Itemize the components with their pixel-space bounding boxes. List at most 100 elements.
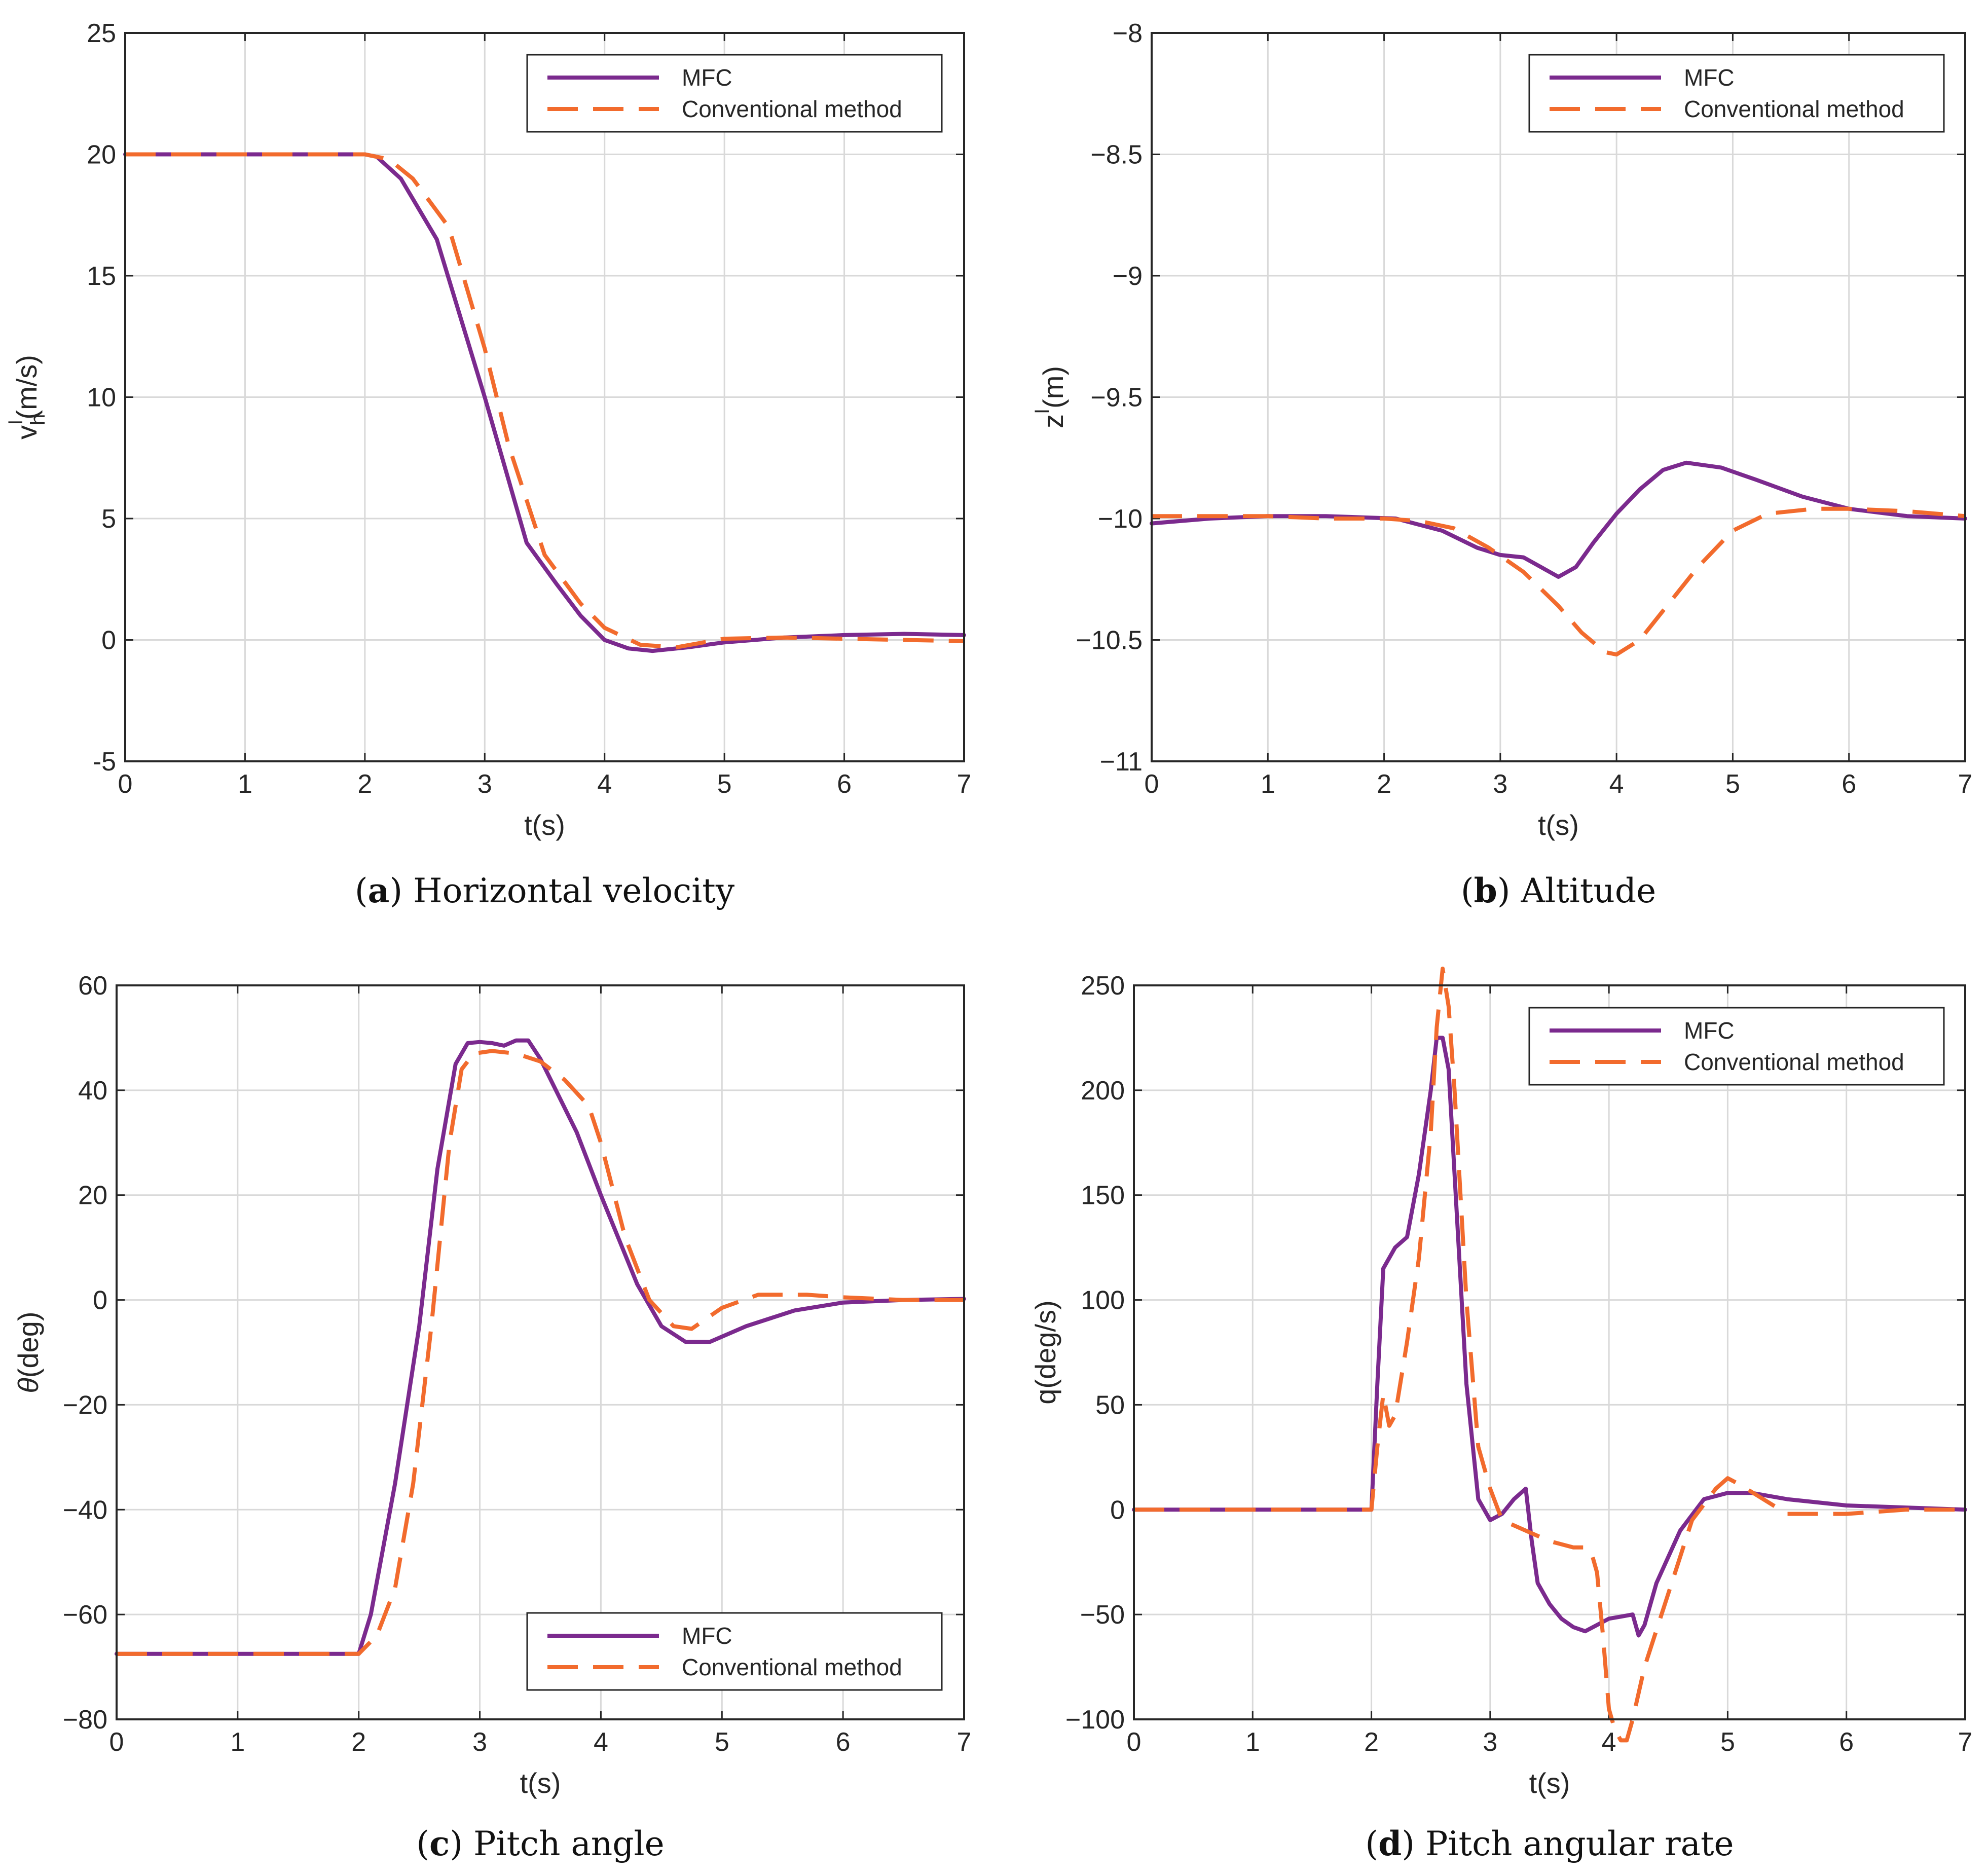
x-axis-label: t(s) — [1529, 1767, 1570, 1799]
x-tick-label: 0 — [109, 1727, 124, 1757]
x-tick-label: 3 — [472, 1727, 487, 1757]
x-tick-label: 7 — [957, 769, 972, 799]
legend-label: Conventional method — [1684, 96, 1904, 122]
y-tick-label: 0 — [93, 1286, 107, 1315]
y-tick-label: 5 — [101, 504, 116, 534]
y-axis-label-subscript: h — [27, 414, 49, 425]
x-tick-label: 6 — [1839, 1727, 1854, 1757]
caption-paren-open: ( — [1365, 1824, 1378, 1863]
caption-paren-open: ( — [355, 871, 368, 910]
y-tick-label: -5 — [93, 747, 116, 777]
y-tick-label: 250 — [1081, 971, 1125, 1001]
x-tick-label: 4 — [1602, 1727, 1616, 1757]
caption-paren-close: ) — [1497, 871, 1511, 910]
axes-frame — [1151, 32, 1966, 762]
y-tick-label: −40 — [63, 1495, 107, 1525]
legend-box — [526, 54, 943, 133]
y-axis-label-unit: (m/s) — [11, 355, 43, 420]
y-axis-label-unit: (deg) — [12, 1311, 44, 1378]
series-line-mfc — [1132, 1036, 1967, 1638]
x-axis-label: t(s) — [524, 809, 565, 841]
axes-frame — [116, 984, 965, 1720]
y-axis-label-unit: (deg/s) — [1029, 1300, 1061, 1388]
y-tick-label: −9.5 — [1090, 383, 1143, 413]
x-tick-label: 5 — [715, 1727, 729, 1757]
caption-letter: a — [368, 871, 390, 910]
x-tick-label: 7 — [1958, 1727, 1973, 1757]
x-tick-label: 6 — [1842, 769, 1856, 799]
axes-frame — [1133, 984, 1966, 1720]
x-tick-label: 3 — [1493, 769, 1507, 799]
x-axis-label: t(s) — [520, 1767, 561, 1799]
x-tick-label: 7 — [1958, 769, 1973, 799]
x-tick-label: 2 — [357, 769, 372, 799]
legend-label: MFC — [682, 64, 732, 91]
x-tick-label: 4 — [594, 1727, 608, 1757]
y-tick-label: 10 — [87, 383, 116, 413]
legend-label: Conventional method — [682, 96, 902, 122]
plot-area — [117, 985, 964, 1719]
series-line-conventional — [125, 152, 965, 649]
y-tick-label: −8.5 — [1090, 140, 1143, 170]
x-tick-label: 1 — [1245, 1727, 1260, 1757]
x-axis-label: t(s) — [1538, 809, 1579, 841]
legend: MFC Conventional method — [526, 1612, 943, 1691]
panel-caption: (b) Altitude — [1461, 871, 1656, 910]
x-tick-label: 5 — [1720, 1727, 1735, 1757]
y-tick-label: 50 — [1095, 1390, 1125, 1420]
caption-paren-open: ( — [416, 1824, 429, 1863]
y-tick-label: 0 — [1110, 1495, 1125, 1525]
legend-box — [1528, 54, 1945, 133]
y-tick-label: −100 — [1065, 1705, 1125, 1735]
y-axis-label: vhI(m/s) — [5, 355, 49, 439]
y-tick-label: 20 — [87, 140, 116, 170]
x-tick-label: 2 — [1377, 769, 1391, 799]
x-tick-label: 3 — [1483, 1727, 1497, 1757]
y-tick-label: −10.5 — [1076, 626, 1143, 655]
series-line-mfc — [1150, 460, 1967, 579]
x-tick-label: 1 — [238, 769, 252, 799]
x-tick-label: 4 — [597, 769, 612, 799]
y-axis-label: q(deg/s) — [1029, 1300, 1061, 1404]
panel-caption: (d) Pitch angular rate — [1365, 1824, 1734, 1863]
series-line-conventional — [1134, 966, 1965, 1743]
y-tick-label: 25 — [87, 19, 116, 48]
x-tick-label: 6 — [837, 769, 852, 799]
y-tick-label: −80 — [63, 1705, 107, 1735]
y-tick-label: −60 — [63, 1600, 107, 1630]
series-line-conventional — [1152, 506, 1966, 657]
legend-label: MFC — [1684, 1017, 1735, 1044]
y-tick-label: 20 — [78, 1181, 107, 1210]
y-tick-label: −50 — [1080, 1600, 1125, 1630]
y-axis-label: zI(m) — [1031, 366, 1069, 428]
y-axis-label-superscript: I — [5, 420, 27, 425]
y-axis-label: θ(deg) — [12, 1311, 44, 1393]
y-axis-label-symbol: z — [1037, 414, 1069, 428]
legend: MFC Conventional method — [1528, 1007, 1945, 1086]
y-tick-label: 0 — [101, 626, 116, 655]
chart-panel-a: 0 1 2 3 4 5 6 7-50510152025t(s)vhI(m/s)MFCConve… — [5, 19, 971, 910]
caption-text: Pitch angular rate — [1415, 1824, 1734, 1863]
x-tick-label: 4 — [1609, 769, 1624, 799]
caption-letter: d — [1378, 1824, 1402, 1863]
y-tick-label: 100 — [1081, 1286, 1125, 1315]
y-tick-label: −20 — [63, 1390, 107, 1420]
caption-paren-open: ( — [1461, 871, 1474, 910]
series-line-mfc — [115, 1038, 966, 1656]
y-axis-label-symbol: q — [1029, 1389, 1061, 1405]
panel-caption: (c) Pitch angle — [416, 1824, 664, 1863]
x-tick-label: 5 — [1725, 769, 1740, 799]
legend-label: Conventional method — [682, 1654, 902, 1680]
caption-text: Altitude — [1510, 871, 1656, 910]
y-axis-label-superscript: I — [1031, 409, 1053, 414]
panel-caption: (a) Horizontal velocity — [355, 871, 735, 910]
chart-panel-c: 0 1 2 3 4 5 6 7 −80 −60 −40 −20 0 20 40 60 t(s) θ(deg) MFC… — [12, 971, 971, 1863]
chart-panel-d: 0 1 2 3 4 5 6 7 −100 −50 0 50 100 150 200 250 t(s) q(deg/… — [1029, 966, 1973, 1863]
y-axis-label-unit: (m) — [1037, 366, 1069, 409]
x-tick-label: 0 — [1145, 769, 1159, 799]
caption-text: Horizontal velocity — [402, 871, 735, 910]
legend-box — [1528, 1007, 1945, 1086]
x-tick-label: 5 — [717, 769, 732, 799]
legend-label: MFC — [1684, 64, 1735, 91]
